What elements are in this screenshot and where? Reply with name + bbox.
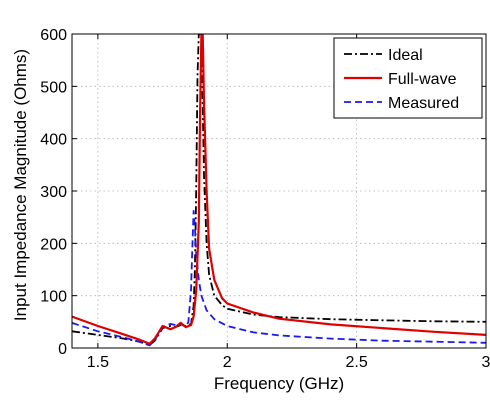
y-tick-label: 500: [40, 79, 67, 96]
legend: Ideal Full-wave Measured: [333, 37, 483, 119]
y-tick-label: 100: [40, 289, 67, 306]
ticks: 1.5 2 2.5 3 0 100 200 300 400 500 600: [40, 27, 490, 371]
x-tick-label: 3: [482, 354, 490, 371]
x-tick-label: 2: [223, 354, 232, 371]
y-tick-label: 300: [40, 184, 67, 201]
y-tick-label: 600: [40, 27, 67, 44]
y-tick-label: 0: [58, 341, 67, 358]
legend-label: Measured: [388, 95, 459, 112]
series-group: [72, 34, 486, 347]
legend-label: Full-wave: [388, 71, 457, 88]
y-axis-title: Input Impedance Magnitude (Ohms): [11, 49, 30, 321]
x-axis-title: Frequency (GHz): [214, 374, 344, 393]
y-tick-label: 200: [40, 236, 67, 253]
legend-label: Ideal: [388, 47, 423, 64]
series-line-measured: [72, 209, 486, 347]
series-line-full-wave: [72, 34, 486, 345]
series-line-ideal: [72, 34, 486, 346]
y-tick-label: 400: [40, 132, 67, 149]
x-tick-label: 2.5: [346, 354, 368, 371]
x-tick-label: 1.5: [87, 354, 109, 371]
